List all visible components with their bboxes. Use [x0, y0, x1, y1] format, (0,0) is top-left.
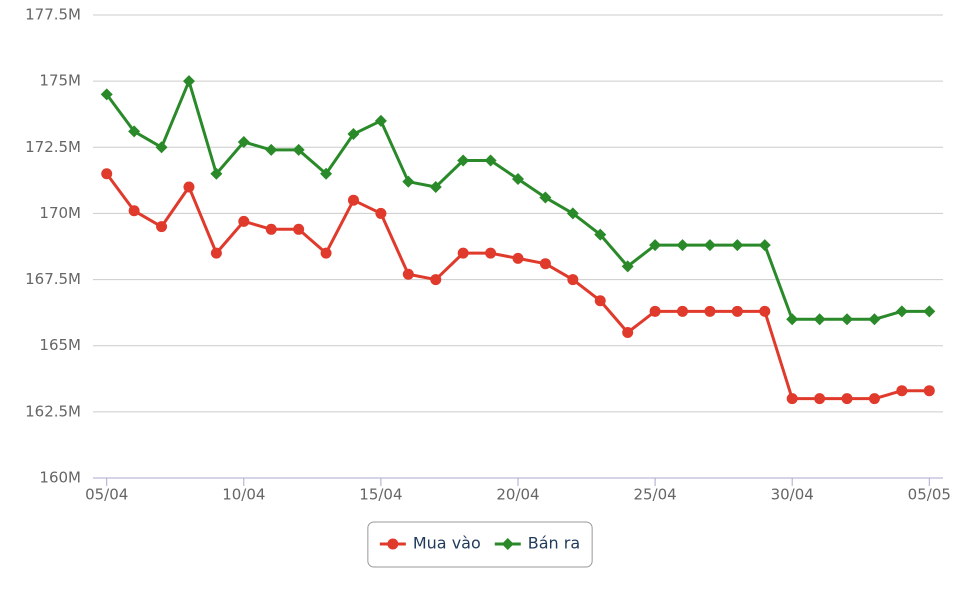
point — [512, 173, 524, 186]
point — [347, 194, 359, 206]
point — [923, 385, 935, 397]
point — [128, 125, 141, 138]
point — [868, 393, 880, 405]
x-tick-label: 10/04 — [222, 486, 265, 504]
point — [622, 326, 634, 338]
point — [501, 538, 514, 550]
point — [183, 181, 195, 193]
y-tick-label: 172.5M — [25, 138, 81, 156]
point — [677, 305, 689, 317]
series-line — [105, 79, 930, 321]
point — [182, 75, 195, 88]
point — [649, 239, 662, 252]
point — [676, 239, 689, 252]
x-tick-label: 20/04 — [496, 486, 539, 504]
y-tick-label: 177.5M — [25, 6, 81, 24]
point — [429, 180, 442, 193]
point — [594, 295, 606, 307]
point — [101, 168, 113, 180]
x-tick-label: 05/05 — [908, 486, 951, 504]
point — [100, 88, 113, 101]
point — [387, 538, 399, 550]
point — [402, 175, 415, 188]
y-tick-label: 160M — [39, 469, 81, 487]
point — [841, 313, 854, 326]
point — [566, 207, 579, 220]
point — [265, 143, 278, 156]
point — [731, 239, 744, 252]
point — [704, 305, 716, 317]
point — [759, 305, 771, 317]
legend-label: Bán ra — [528, 534, 580, 553]
y-tick-label: 162.5M — [25, 402, 81, 420]
y-tick-label: 165M — [39, 336, 81, 354]
point — [895, 305, 908, 318]
point — [292, 143, 305, 156]
point — [594, 228, 607, 241]
point — [539, 258, 551, 270]
x-tick-label: 25/04 — [633, 486, 676, 504]
point — [786, 393, 798, 405]
point — [210, 167, 223, 180]
point — [841, 393, 853, 405]
point — [814, 393, 826, 405]
point — [923, 305, 936, 318]
series-line — [105, 172, 930, 401]
legend-box — [367, 521, 593, 568]
point — [430, 274, 442, 286]
point — [375, 207, 387, 219]
point — [484, 154, 497, 167]
point — [156, 221, 168, 233]
point — [320, 247, 332, 259]
point — [155, 141, 168, 154]
point — [621, 260, 634, 273]
point — [649, 305, 661, 317]
point — [238, 215, 250, 227]
x-tick-label: 30/04 — [771, 486, 814, 504]
legend: Mua vào Bán ra — [367, 521, 593, 568]
point — [402, 268, 414, 280]
point — [512, 252, 524, 264]
point — [758, 239, 771, 252]
point — [128, 205, 140, 217]
point — [896, 385, 908, 397]
point — [731, 305, 743, 317]
y-tick-label: 175M — [39, 72, 81, 90]
x-tick-label: 15/04 — [359, 486, 402, 504]
point — [293, 223, 305, 235]
x-tick-label: 05/04 — [85, 486, 128, 504]
y-tick-label: 167.5M — [25, 270, 81, 288]
point — [457, 247, 469, 259]
point — [485, 247, 497, 259]
point — [237, 135, 250, 148]
point — [320, 167, 333, 180]
point — [265, 223, 277, 235]
point — [786, 313, 799, 326]
point — [374, 114, 387, 127]
point — [813, 313, 826, 326]
point — [210, 247, 222, 259]
legend-label: Mua vào — [413, 534, 481, 553]
point — [567, 274, 579, 286]
point — [347, 128, 360, 141]
point — [703, 239, 716, 252]
point — [457, 154, 470, 167]
y-tick-label: 170M — [39, 204, 81, 222]
point — [539, 191, 552, 204]
point — [868, 313, 881, 326]
